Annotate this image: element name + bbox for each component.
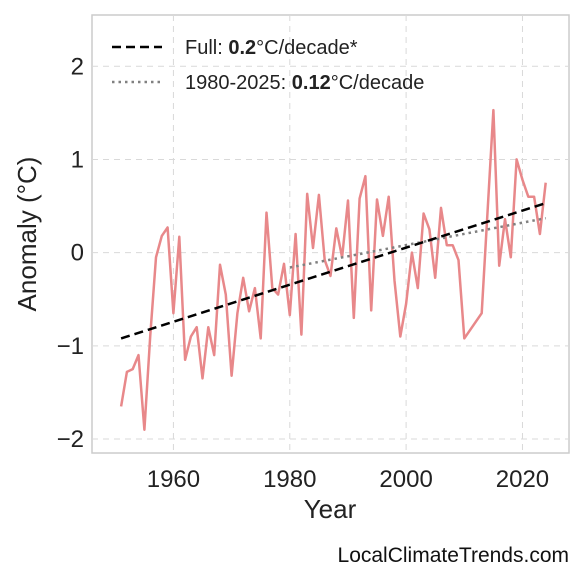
full-trend-line: [120, 202, 547, 340]
grid: [92, 15, 569, 453]
anomaly-series-line: [119, 108, 547, 431]
legend: Full: 0.2°C/decade* 1980-2025: 0.12°C/de…: [112, 37, 424, 94]
tick-labels: 1960 1980 2000 2020 2 1 0 −1 −2: [57, 53, 550, 493]
x-tick-label: 2000: [379, 466, 432, 493]
watermark: LocalClimateTrends.com: [337, 544, 569, 567]
plot-area: [91, 14, 570, 454]
series: [119, 108, 547, 431]
y-axis-label: Anomaly (°C): [12, 157, 42, 312]
x-tick-label: 1960: [147, 466, 200, 493]
x-tick-label: 1980: [263, 466, 316, 493]
legend-full-label: Full: 0.2°C/decade*: [185, 37, 358, 59]
y-tick-label: 2: [71, 53, 84, 80]
y-tick-label: −1: [57, 333, 84, 360]
x-axis-label: Year: [304, 494, 357, 524]
y-tick-label: −2: [57, 426, 84, 453]
legend-recent-label: 1980-2025: 0.12°C/decade: [185, 72, 424, 94]
x-tick-label: 2020: [496, 466, 549, 493]
y-tick-label: 1: [71, 146, 84, 173]
y-tick-label: 0: [71, 240, 84, 267]
